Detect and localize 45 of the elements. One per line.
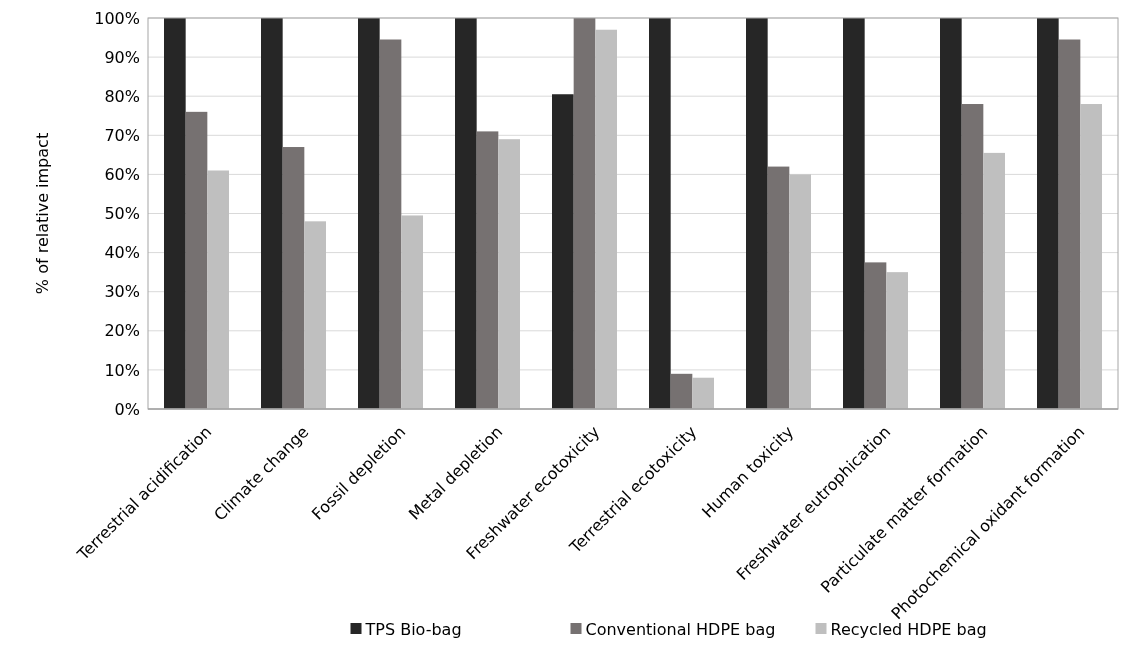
bar xyxy=(358,18,380,409)
bar xyxy=(649,18,671,409)
bar xyxy=(164,18,186,409)
bar xyxy=(261,18,283,409)
y-tick-label: 40% xyxy=(104,243,140,263)
bar xyxy=(282,147,305,409)
bar xyxy=(746,18,768,409)
bar xyxy=(767,166,790,409)
y-tick-label: 60% xyxy=(104,165,140,184)
bar xyxy=(401,215,423,409)
y-axis-title: % of relative impact xyxy=(33,132,52,295)
bar xyxy=(552,94,574,409)
bar xyxy=(864,262,887,409)
bar xyxy=(1058,39,1081,409)
bar xyxy=(304,221,326,409)
bar xyxy=(1037,18,1059,409)
bar xyxy=(185,111,208,409)
legend-label: Conventional HDPE bag xyxy=(585,619,776,639)
bar xyxy=(207,170,229,409)
bar xyxy=(961,104,984,409)
bar xyxy=(1080,104,1102,409)
legend-label: Recycled HDPE bag xyxy=(830,619,987,639)
y-tick-label: 10% xyxy=(104,360,140,380)
bar xyxy=(789,174,811,409)
bar xyxy=(498,139,520,409)
y-tick-label: 30% xyxy=(104,282,140,302)
y-tick-label: 100% xyxy=(94,8,140,28)
bar xyxy=(983,152,1005,409)
bar xyxy=(595,29,617,409)
bar xyxy=(886,272,908,409)
bar xyxy=(573,18,596,409)
bar xyxy=(476,131,499,409)
y-tick-label: 50% xyxy=(104,204,140,224)
bar xyxy=(455,18,477,409)
y-tick-label: 70% xyxy=(104,125,140,145)
y-tick-label: 90% xyxy=(104,47,140,67)
bar xyxy=(940,18,962,409)
bar xyxy=(379,39,402,409)
bar xyxy=(843,18,865,409)
y-tick-label: 20% xyxy=(104,321,140,341)
bar xyxy=(670,373,693,409)
y-tick-label: 0% xyxy=(114,399,140,419)
legend-label: TPS Bio-bag xyxy=(364,619,462,639)
y-tick-label: 80% xyxy=(104,86,140,106)
bar xyxy=(692,377,714,409)
